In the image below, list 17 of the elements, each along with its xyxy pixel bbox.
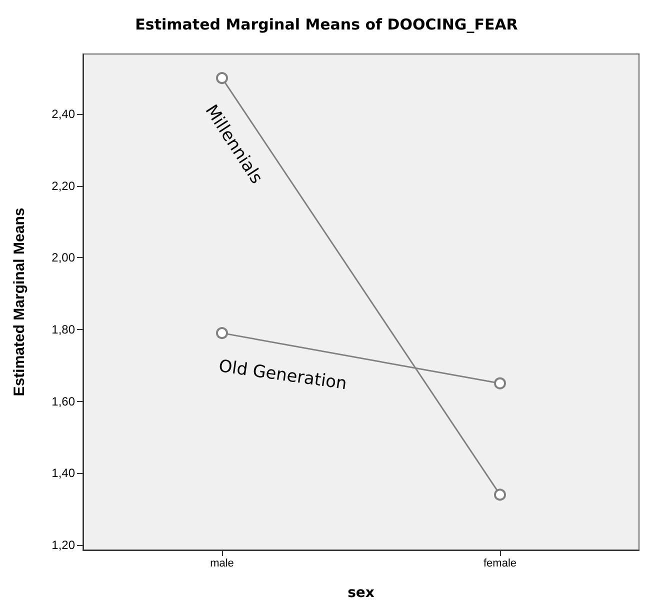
text: Old Generation: [217, 356, 348, 394]
chart-title: Estimated Marginal Means of DOOCING_FEAR: [135, 16, 518, 34]
y-tick-label: 2,20: [52, 178, 76, 193]
point: [494, 488, 506, 501]
x-tick-label: male: [210, 558, 234, 570]
y-tick-label: 1,60: [52, 394, 76, 408]
y-tick-label: 2,00: [52, 250, 76, 265]
y-tick-label: 1,80: [52, 322, 76, 336]
point: [216, 72, 228, 84]
x-axis-title: sex: [348, 585, 374, 601]
y-tick-label: 1,40: [52, 466, 76, 480]
point: [494, 377, 506, 390]
x-tick-label: female: [483, 558, 517, 570]
y-tick-label: 1,20: [52, 538, 76, 552]
y-axis-title: Estimated Marginal Means: [11, 208, 28, 396]
point: [216, 327, 228, 340]
y-tick-label: 2,40: [52, 106, 76, 121]
